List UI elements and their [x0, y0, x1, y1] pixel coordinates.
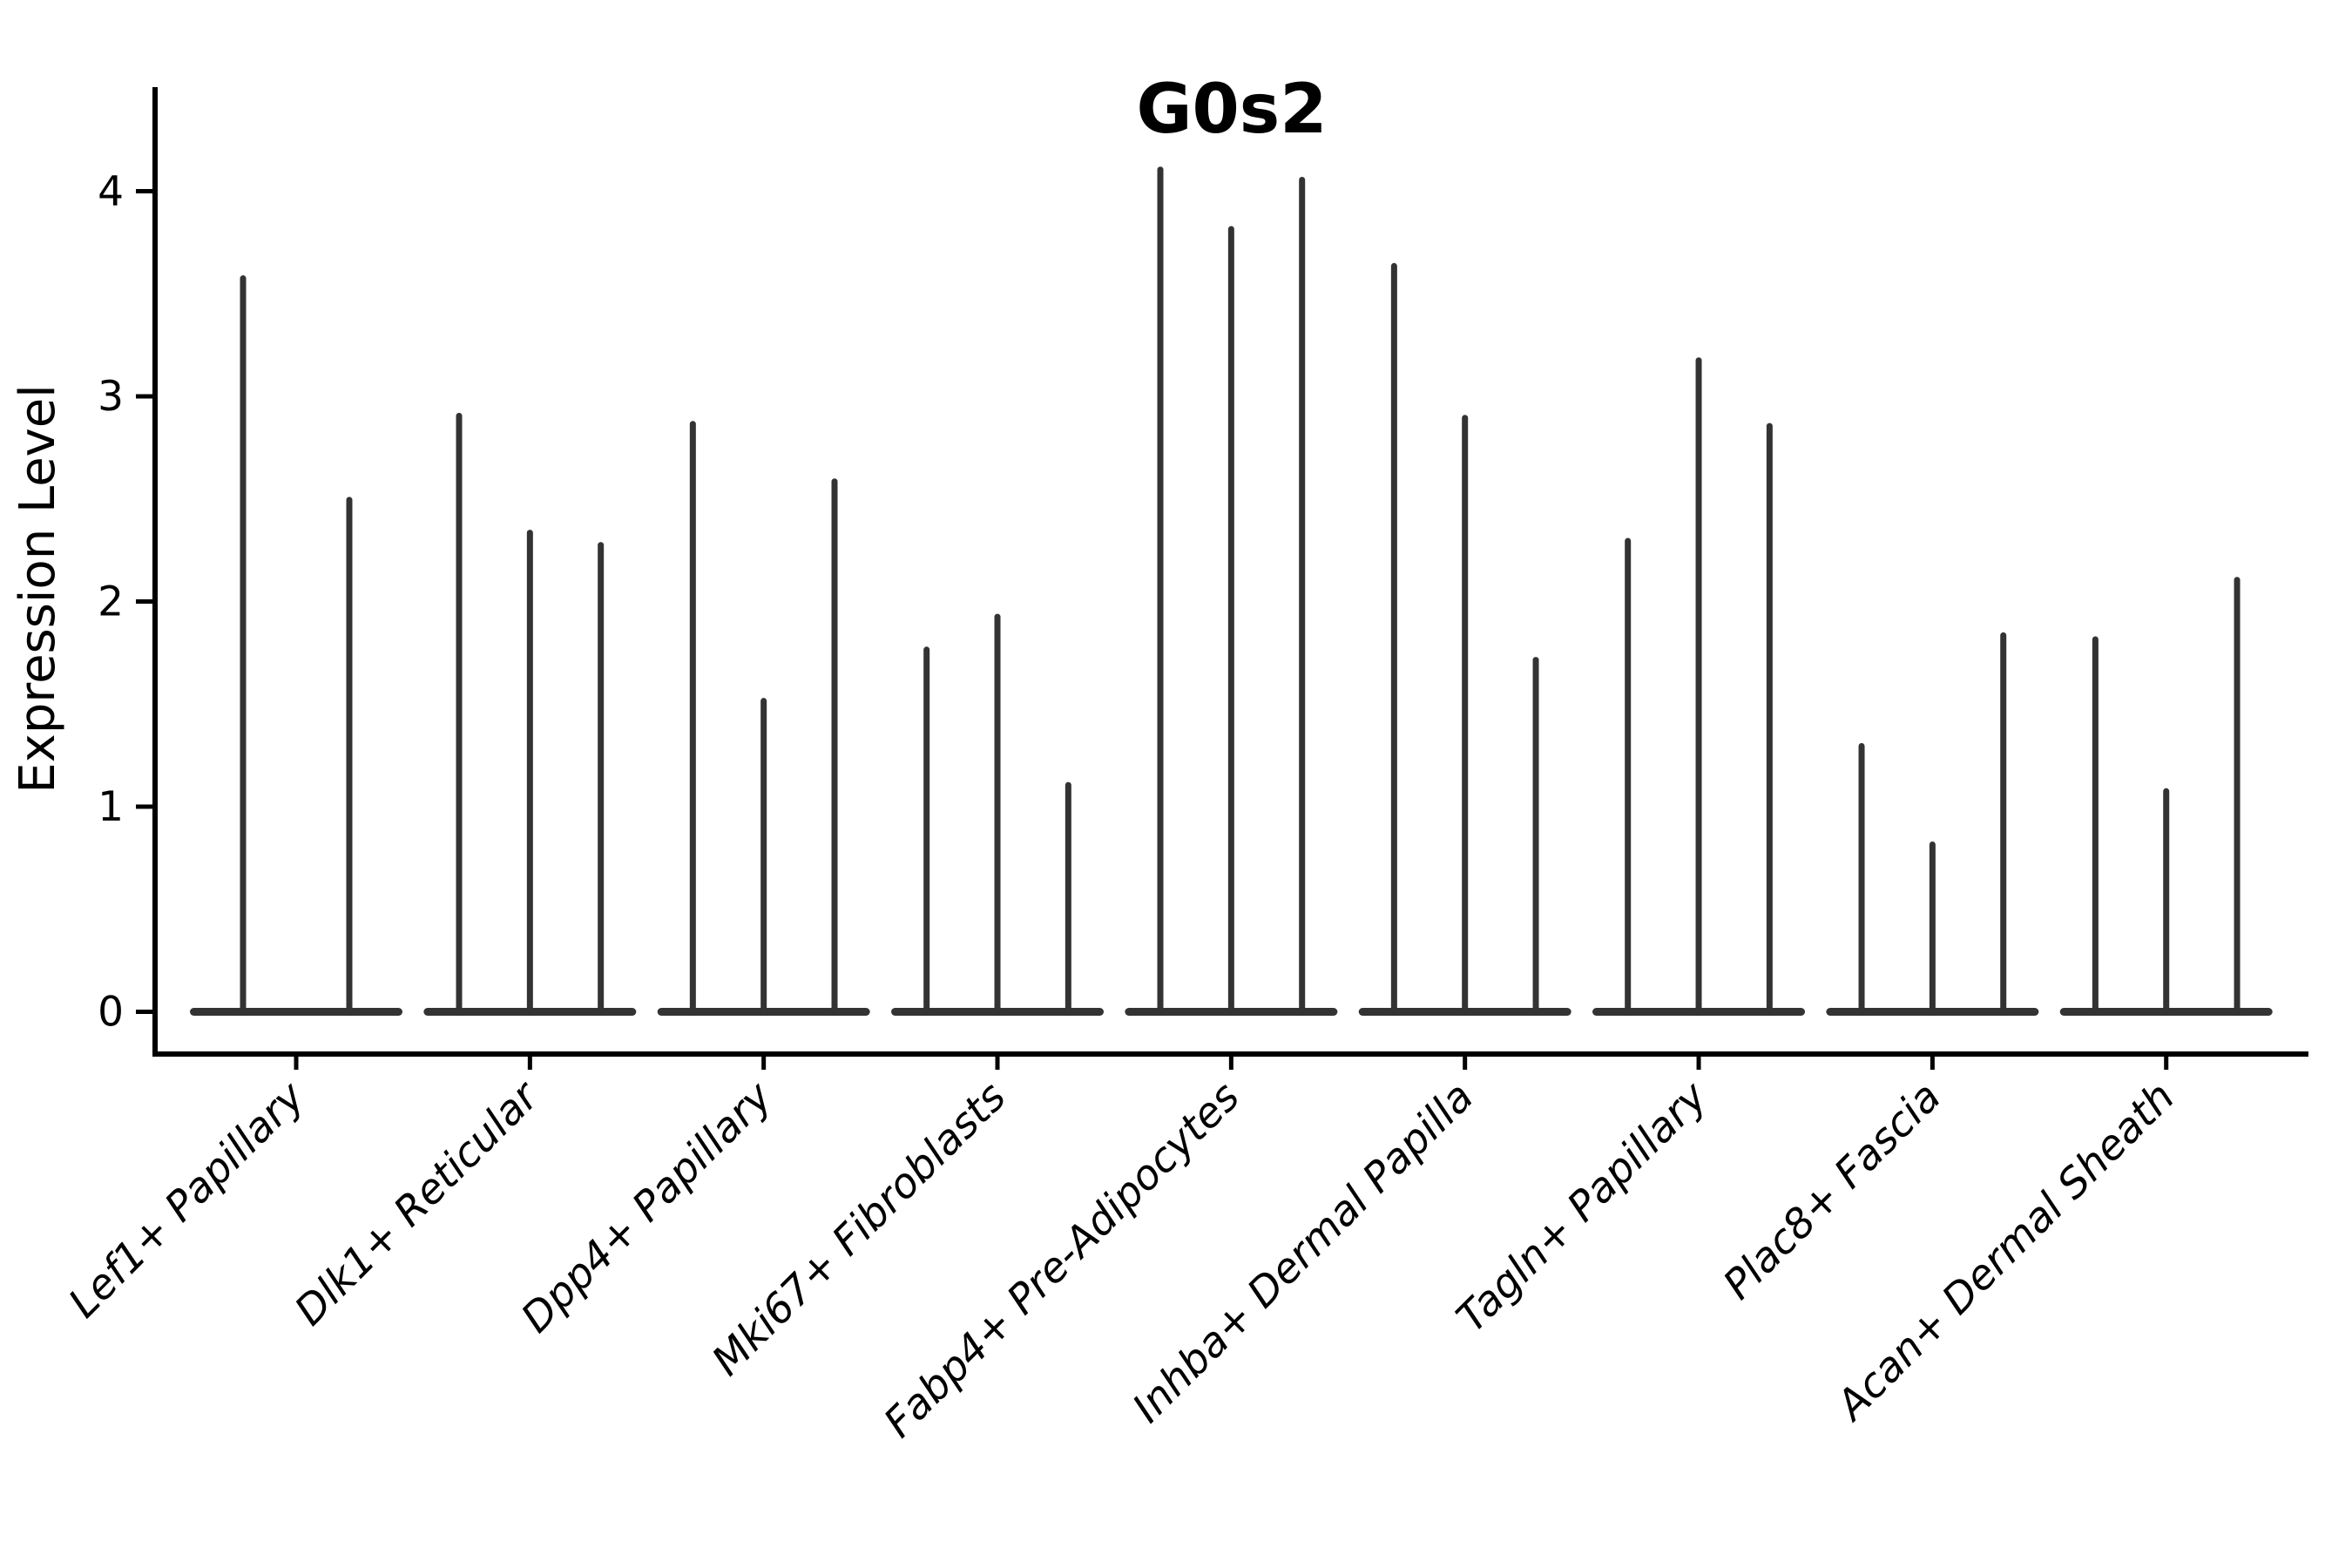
violin-spike: [831, 478, 838, 1014]
y-tick-label: 4: [98, 168, 124, 216]
violin-spike: [598, 542, 605, 1014]
y-tick-label: 1: [98, 783, 124, 831]
violin-spike: [760, 698, 767, 1014]
x-tick-label: Dlk1+ Reticular: [286, 1071, 550, 1335]
violin-spike: [994, 613, 1001, 1014]
violin-spike: [1299, 177, 1306, 1014]
violin-spike: [526, 530, 533, 1014]
violin-spike: [1766, 422, 1773, 1014]
violin-spike: [2163, 787, 2170, 1014]
chart-title: G0s2: [1137, 71, 1328, 149]
violin-spike: [1695, 357, 1702, 1014]
violin-spike: [1157, 166, 1164, 1014]
y-tick-label: 0: [98, 989, 124, 1037]
violin-spike: [456, 412, 463, 1014]
violin-spike: [1462, 415, 1469, 1014]
violin-spike: [2092, 636, 2099, 1014]
violin-spike: [923, 646, 930, 1014]
violin-spike: [689, 421, 696, 1014]
y-axis-label: Expression Level: [10, 384, 66, 794]
violin-spike: [240, 275, 247, 1014]
violin-spike: [346, 497, 353, 1014]
violin-spike: [1625, 537, 1632, 1014]
violin-spike: [1532, 657, 1539, 1014]
violin-spike: [1227, 226, 1234, 1014]
violin-body: [190, 1008, 402, 1016]
violin-spike: [2234, 577, 2240, 1014]
violin-spike: [1929, 841, 1936, 1014]
x-tick-label: Plac8+ Fascia: [1714, 1073, 1950, 1309]
violin-spike: [1858, 742, 1865, 1014]
x-tick-label: Tagln+ Papillary: [1448, 1072, 1718, 1342]
violin-spike: [1390, 262, 1397, 1014]
violin-spike: [1064, 781, 1071, 1014]
x-tick-label: Lef1+ Papillary: [59, 1072, 314, 1328]
violin-spike: [2000, 632, 2007, 1014]
y-tick-label: 2: [98, 578, 124, 626]
y-tick-label: 3: [98, 373, 124, 421]
x-tick-label: Dpp4+ Papillary: [512, 1072, 782, 1342]
